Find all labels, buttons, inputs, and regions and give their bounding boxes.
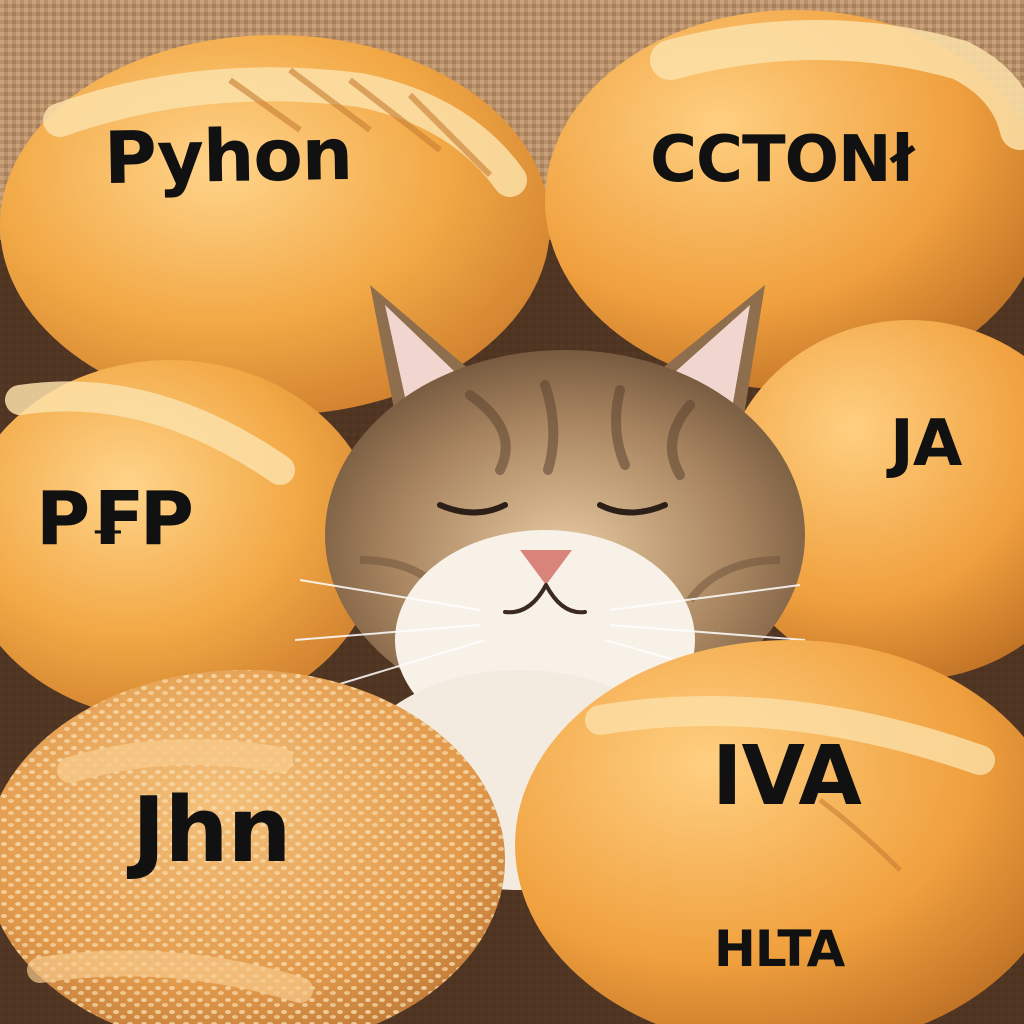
bun-bottom-left (0, 670, 505, 1024)
bun-label-jhn: Jhn (132, 778, 292, 883)
bun-label-python: Pyhon (103, 111, 353, 201)
bun-label-cton: CCTONł (650, 123, 914, 197)
bun-top-left (0, 35, 550, 415)
bun-bottom-right (515, 640, 1024, 1024)
bun-middle-left (0, 360, 380, 720)
bun-label-iva: IVA (712, 729, 862, 824)
bun-label-ja: JA (890, 407, 962, 481)
bun-top-right (545, 10, 1024, 390)
bun-middle-right (720, 320, 1024, 680)
bun-label-hlta: HLTA (714, 920, 845, 978)
bun-label-pfp: P₣P (36, 476, 194, 562)
